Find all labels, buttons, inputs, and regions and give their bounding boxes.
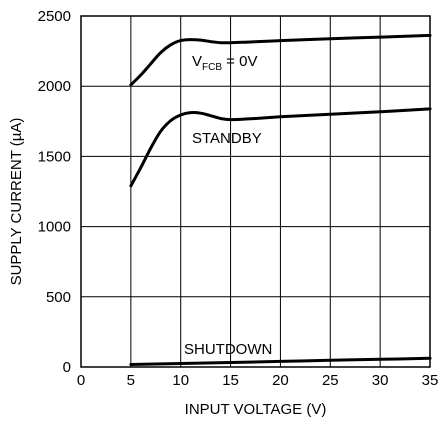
series-label-subscript: FCB	[202, 62, 222, 73]
series-label-main: V	[192, 53, 202, 70]
y-tick-label: 1000	[38, 219, 71, 236]
x-tick-label: 30	[372, 372, 389, 389]
x-tick-label: 35	[422, 372, 439, 389]
series-label-main: SHUTDOWN	[184, 341, 272, 358]
series-label-main: STANDBY	[192, 130, 262, 147]
x-tick-label: 20	[272, 372, 289, 389]
y-tick-label: 2500	[38, 8, 71, 25]
x-tick-labels: 0 5 10 15 20 25 30 35	[77, 372, 439, 389]
vfcb-series-line	[129, 33, 432, 87]
x-tick-label: 5	[127, 372, 135, 389]
shutdown-series-line	[129, 356, 432, 366]
series-label: SHUTDOWN	[184, 341, 272, 358]
x-axis-label: INPUT VOLTAGE (V)	[185, 401, 327, 418]
y-tick-labels: 0 500 1000 1500 2000 2500	[38, 8, 71, 376]
series-labels: VFCB = 0V STANDBY SHUTDOWN	[184, 53, 272, 358]
y-tick-label: 0	[63, 359, 71, 376]
standby-series-line	[129, 107, 432, 188]
x-tick-label: 25	[322, 372, 339, 389]
series-lines	[129, 33, 432, 366]
series-label: VFCB = 0V	[192, 53, 257, 73]
y-tick-label: 1500	[38, 148, 71, 165]
x-tick-label: 10	[172, 372, 189, 389]
y-tick-label: 500	[46, 289, 71, 306]
series-label-rest: = 0V	[222, 53, 257, 70]
x-tick-label: 15	[222, 372, 239, 389]
x-tick-label: 0	[77, 372, 85, 389]
series-label: STANDBY	[192, 130, 262, 147]
grid	[81, 16, 430, 367]
plot-frame	[80, 15, 431, 368]
y-tick-label: 2000	[38, 78, 71, 95]
y-axis-label: SUPPLY CURRENT (µA)	[8, 118, 25, 286]
